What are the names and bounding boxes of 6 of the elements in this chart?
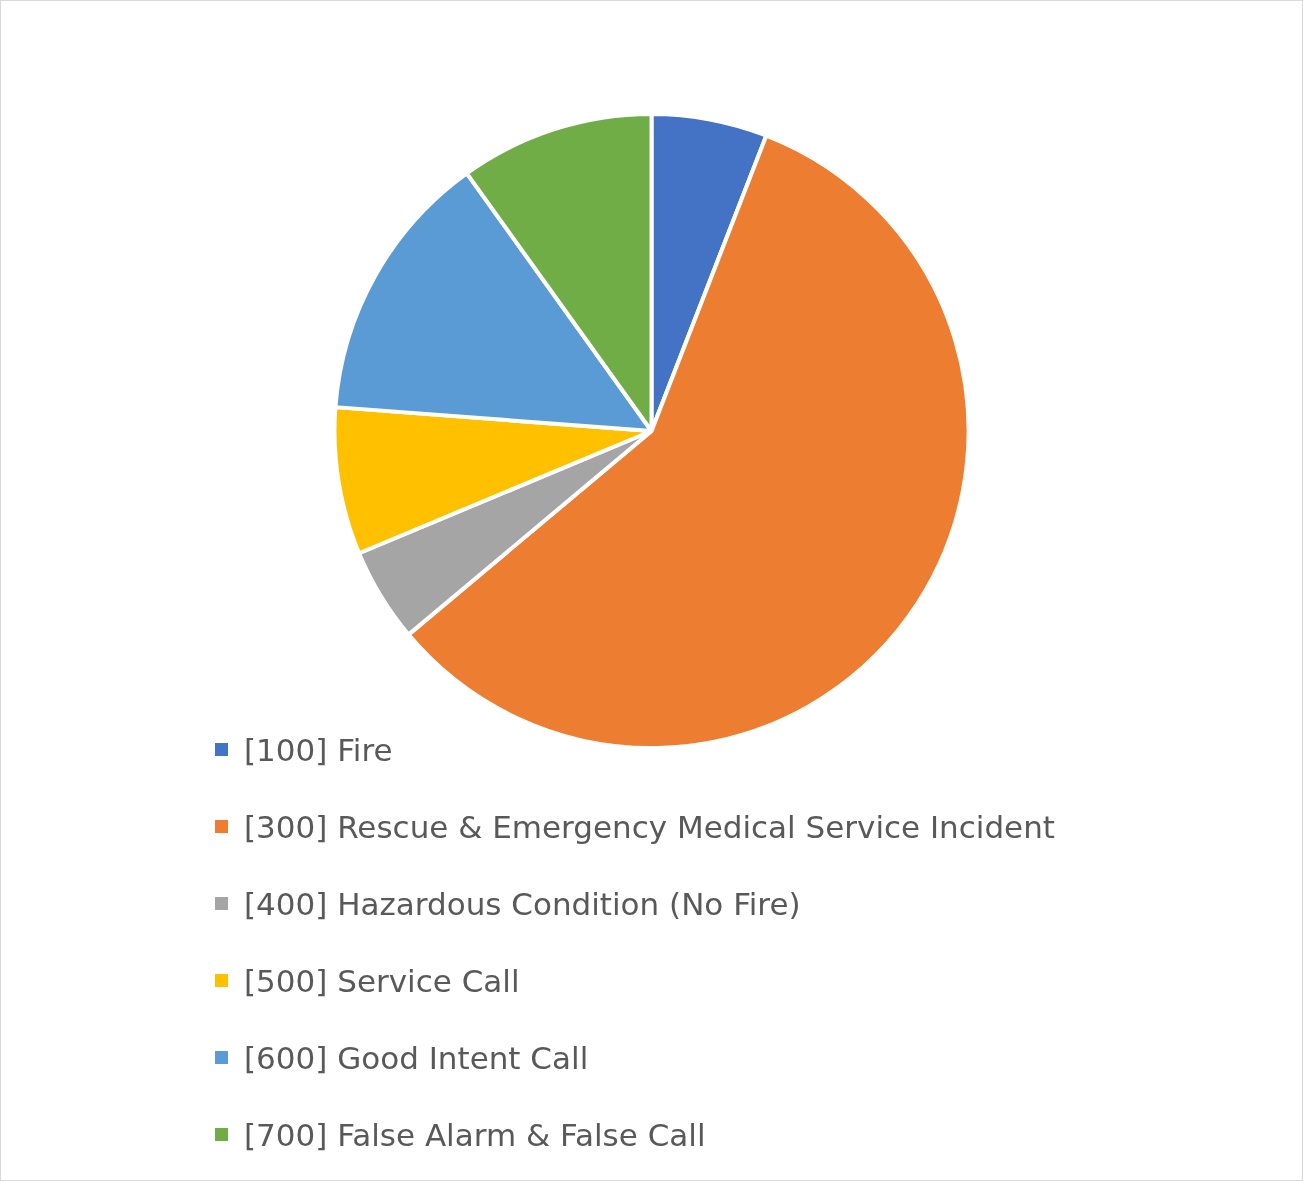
legend-label: [600] Good Intent Call: [244, 1039, 589, 1076]
legend-label: [100] Fire: [244, 731, 393, 768]
legend-label: [500] Service Call: [244, 962, 520, 999]
legend-label: [700] False Alarm & False Call: [244, 1116, 706, 1153]
legend-label: [400] Hazardous Condition (No Fire): [244, 885, 801, 922]
legend-label: [300] Rescue & Emergency Medical Service Incident: [244, 808, 1055, 845]
